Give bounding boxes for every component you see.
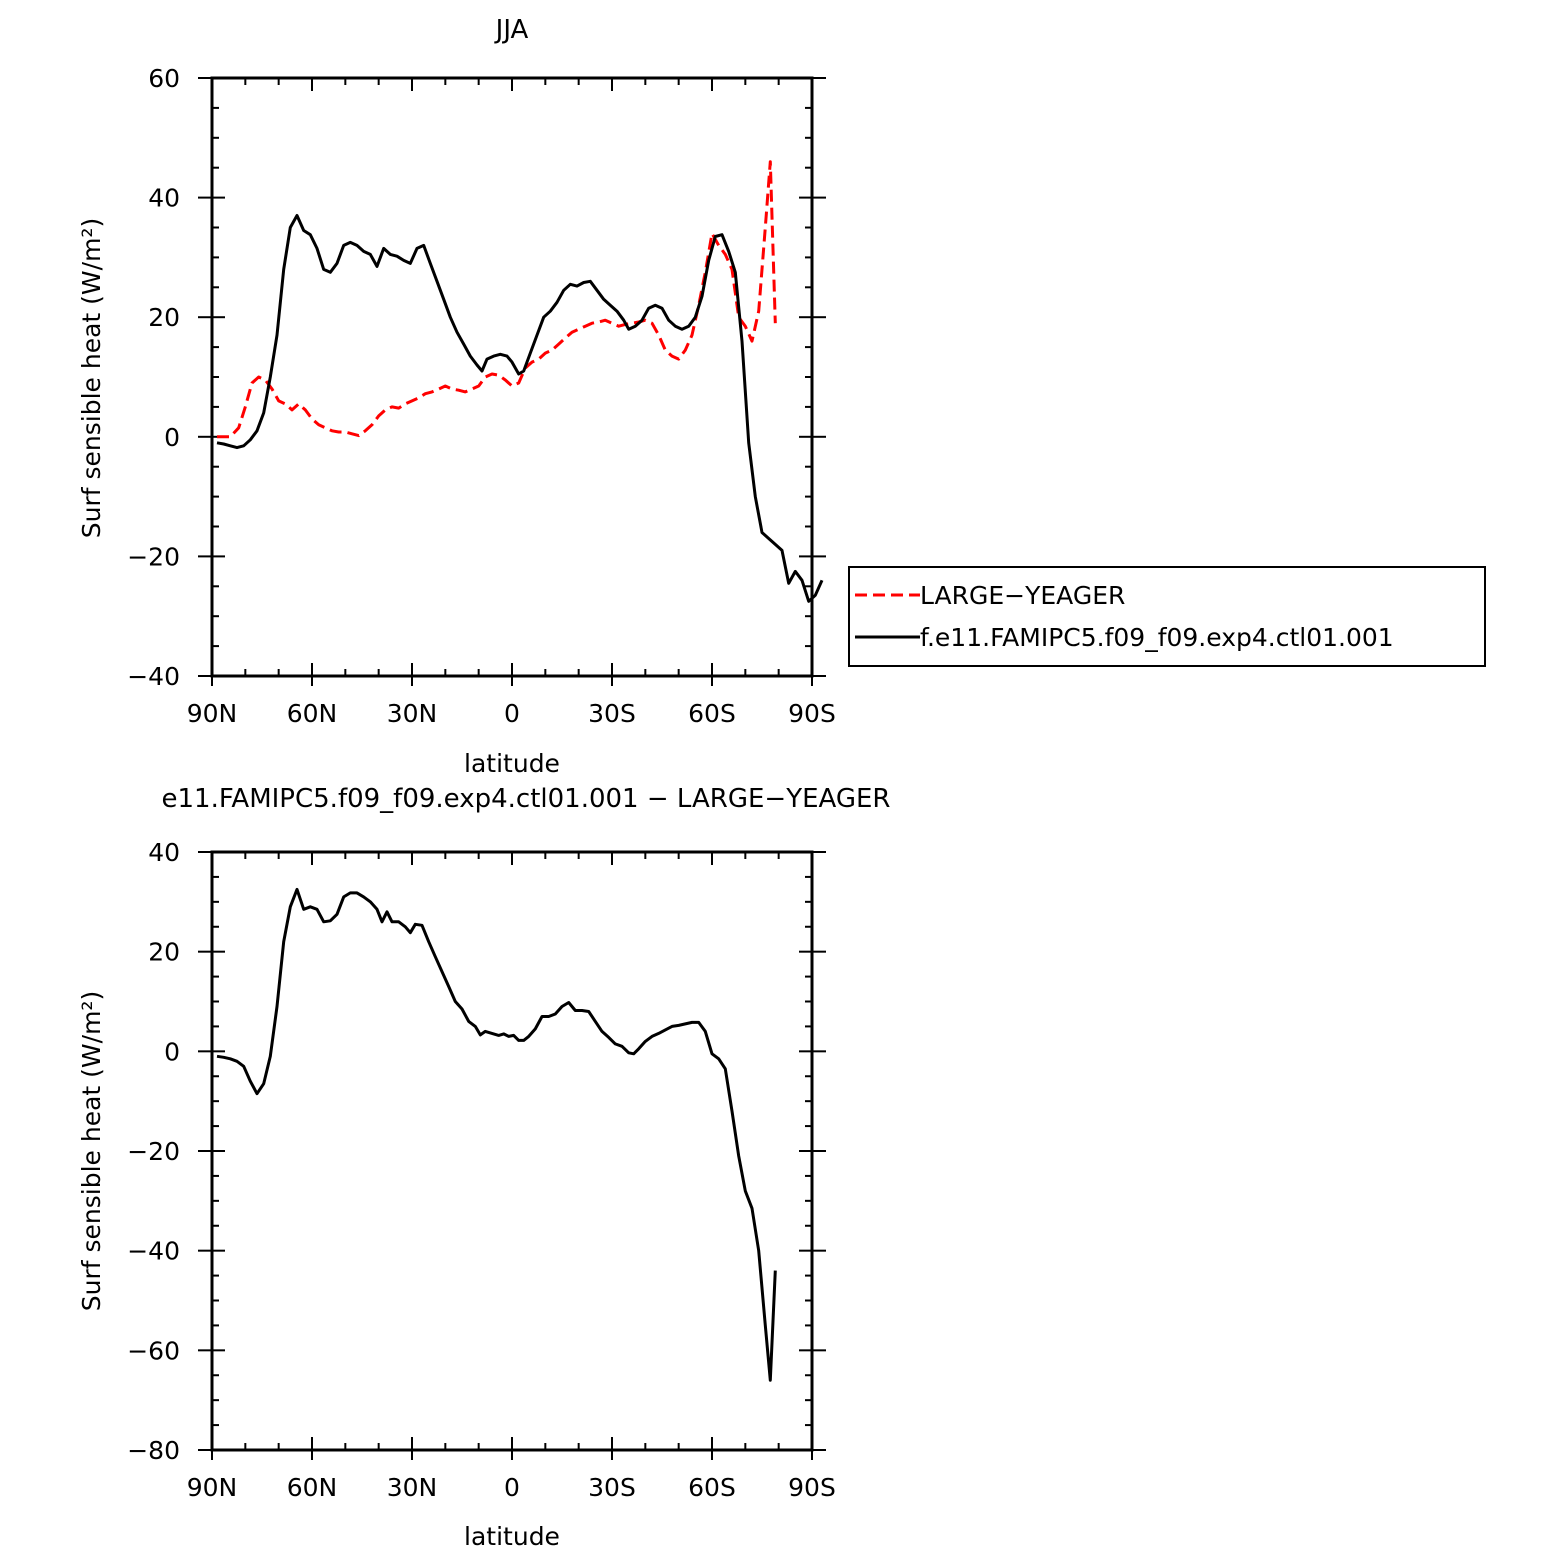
bottom-series bbox=[216, 887, 777, 1382]
y-tick-label: −60 bbox=[127, 1336, 180, 1365]
series-line-large-yeager bbox=[217, 160, 777, 439]
y-tick-label: 0 bbox=[164, 1037, 180, 1066]
legend: LARGE−YEAGER f.e11.FAMIPC5.f09_f09.exp4.… bbox=[848, 566, 1486, 667]
series-line-difference bbox=[216, 887, 777, 1382]
x-tick-label: 60S bbox=[688, 1473, 736, 1502]
top-y-axis-label: Surf sensible heat (W/m²) bbox=[77, 218, 106, 538]
x-tick-label: 90N bbox=[187, 1473, 238, 1502]
x-tick-label: 90N bbox=[187, 699, 238, 728]
x-tick-label: 60S bbox=[688, 699, 736, 728]
bottom-y-axis-label: Surf sensible heat (W/m²) bbox=[77, 991, 106, 1311]
y-tick-label: −40 bbox=[127, 1237, 180, 1266]
x-tick-label: 0 bbox=[504, 699, 520, 728]
x-tick-label: 30N bbox=[387, 699, 438, 728]
y-tick-label: 60 bbox=[148, 64, 180, 93]
x-tick-label: 30N bbox=[387, 1473, 438, 1502]
top-ticks bbox=[198, 77, 826, 686]
series-line-f-e11-famipc5-f09-f09-exp4-ctl01-001 bbox=[216, 214, 824, 603]
bottom-x-axis-label: latitude bbox=[464, 1522, 560, 1551]
top-series bbox=[216, 160, 824, 603]
x-tick-label: 0 bbox=[504, 1473, 520, 1502]
top-x-axis-label: latitude bbox=[464, 749, 560, 778]
x-tick-label: 60N bbox=[287, 1473, 338, 1502]
top-tick-labels: 90N 60N 30N 0 30S 60S 90S −40 −20 0 20 40 60 bbox=[127, 64, 836, 728]
y-tick-label: −20 bbox=[127, 1137, 180, 1166]
top-panel: JJA 90N 60N 30N 0 30S 60S 90S −40 −20 0 20 40 60 lat… bbox=[77, 15, 1486, 778]
y-tick-label: −40 bbox=[127, 662, 180, 691]
y-tick-label: 0 bbox=[164, 423, 180, 452]
bottom-plot-frame bbox=[210, 850, 814, 1452]
x-tick-label: 30S bbox=[588, 699, 636, 728]
y-tick-label: −20 bbox=[127, 542, 180, 571]
x-tick-label: 60N bbox=[287, 699, 338, 728]
bottom-ticks bbox=[198, 851, 826, 1460]
bottom-tick-labels: 90N 60N 30N 0 30S 60S 90S −80 −60 −40 −20 0 20 40 bbox=[127, 838, 836, 1502]
legend-label-ctl01: f.e11.FAMIPC5.f09_f09.exp4.ctl01.001 bbox=[920, 623, 1394, 652]
y-tick-label: 20 bbox=[148, 303, 180, 332]
x-tick-label: 30S bbox=[588, 1473, 636, 1502]
y-tick-label: 40 bbox=[148, 184, 180, 213]
legend-box bbox=[848, 566, 1486, 667]
top-plot-frame bbox=[210, 76, 814, 678]
bottom-panel-title: e11.FAMIPC5.f09_f09.exp4.ctl01.001 − LAR… bbox=[162, 784, 891, 814]
y-tick-label: 20 bbox=[148, 938, 180, 967]
y-tick-label: 40 bbox=[148, 838, 180, 867]
y-tick-label: −80 bbox=[127, 1436, 180, 1465]
legend-label-large-yeager: LARGE−YEAGER bbox=[920, 581, 1125, 610]
x-tick-label: 90S bbox=[788, 699, 836, 728]
x-tick-label: 90S bbox=[788, 1473, 836, 1502]
top-panel-title: JJA bbox=[494, 15, 529, 45]
bottom-panel: e11.FAMIPC5.f09_f09.exp4.ctl01.001 − LAR… bbox=[77, 784, 891, 1551]
